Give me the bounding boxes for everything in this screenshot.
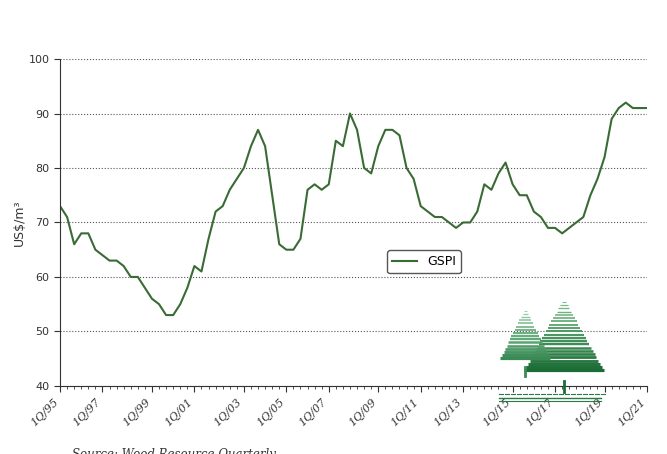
Y-axis label: US$/m³: US$/m³ xyxy=(13,199,26,246)
Line: GSPI: GSPI xyxy=(60,103,647,315)
GSPI xyxy=(56,203,64,209)
GSPI xyxy=(325,182,333,187)
Text: Global Sawlog Price Index (GSPI): Global Sawlog Price Index (GSPI) xyxy=(164,15,503,33)
Legend: GSPI: GSPI xyxy=(387,250,461,273)
GSPI xyxy=(509,182,517,187)
GSPI xyxy=(91,247,99,252)
GSPI xyxy=(622,100,630,105)
GSPI xyxy=(63,214,71,220)
GSPI xyxy=(643,105,651,111)
Text: Source: Wood Resource Quarterly: Source: Wood Resource Quarterly xyxy=(72,448,275,454)
GSPI xyxy=(162,312,170,318)
GSPI xyxy=(537,214,545,220)
GSPI xyxy=(353,127,361,133)
